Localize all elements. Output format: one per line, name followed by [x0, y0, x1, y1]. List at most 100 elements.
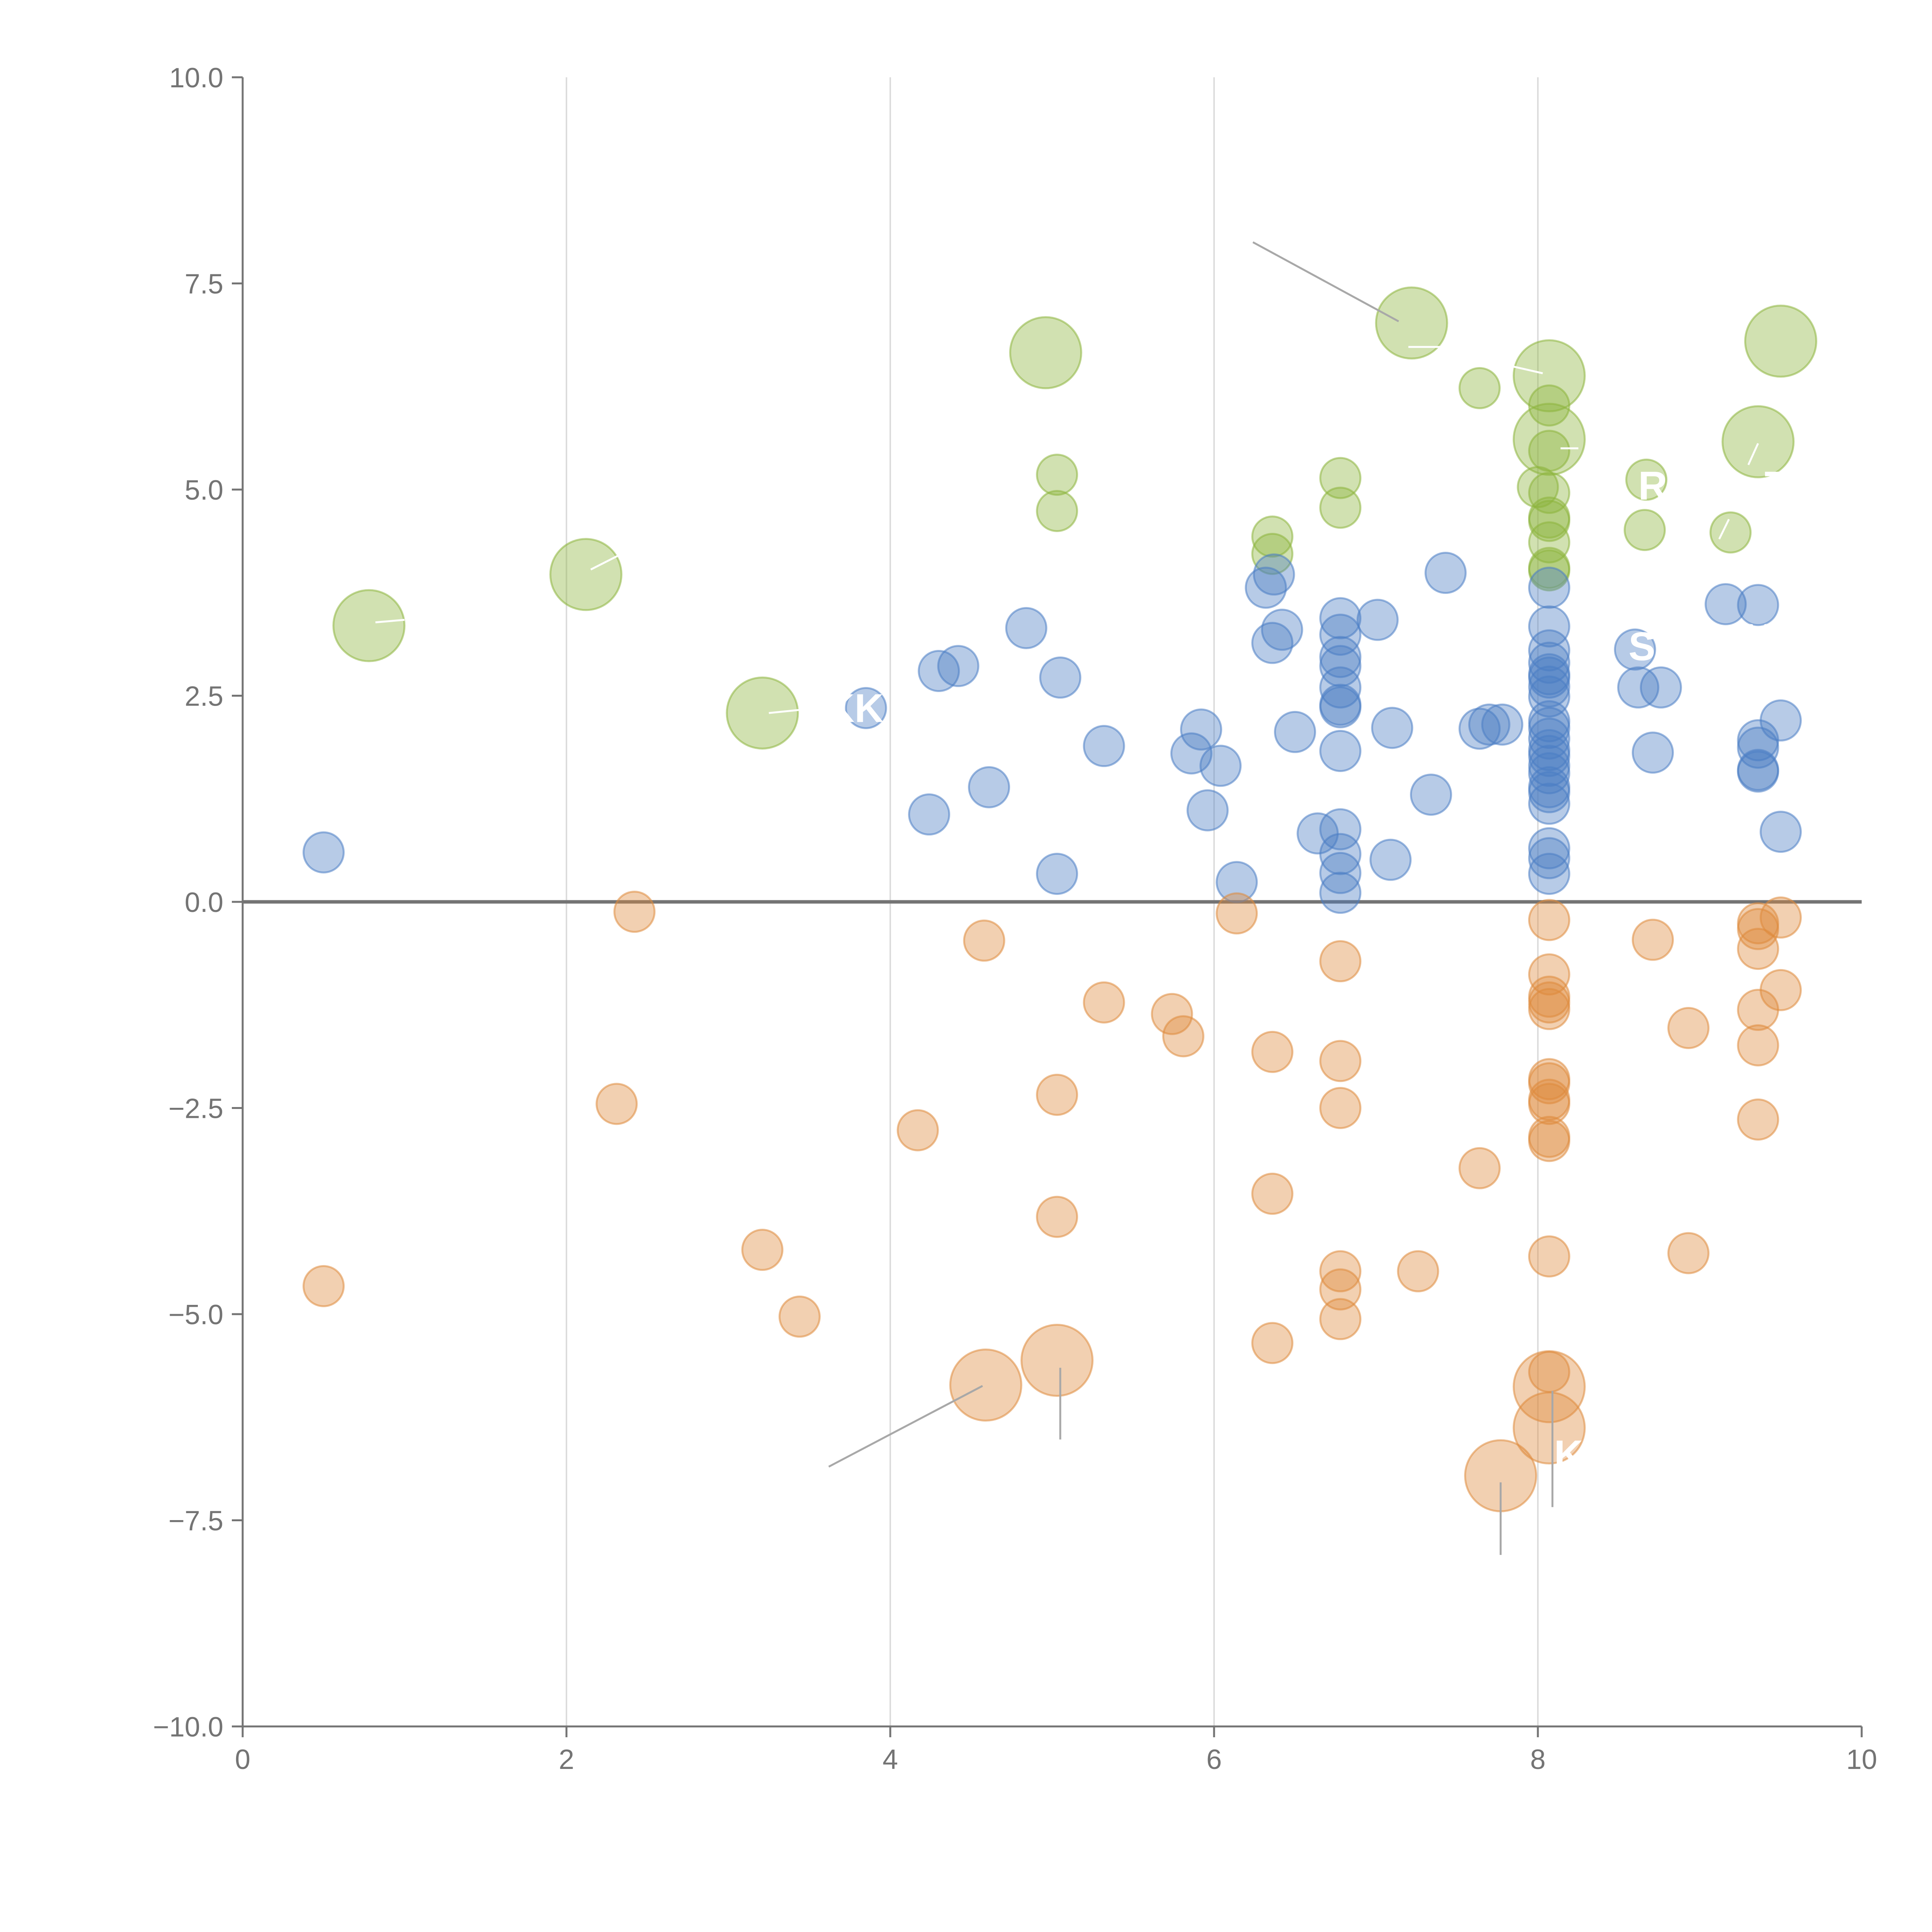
blue-point — [1704, 583, 1747, 626]
blue-point — [1319, 730, 1362, 772]
orange-point — [1528, 988, 1570, 1030]
orange-point — [1528, 1235, 1570, 1278]
orange-point — [1251, 1031, 1294, 1073]
points-layer — [303, 286, 1817, 1512]
leader-line — [1252, 241, 1399, 322]
orange-point — [595, 1083, 638, 1125]
blue-point — [1180, 708, 1222, 751]
green-point — [1251, 515, 1294, 558]
point-annotation-label: KK — [825, 686, 883, 731]
green-point — [1512, 339, 1586, 413]
blue-point — [1186, 789, 1229, 832]
blue-point — [1528, 656, 1570, 699]
orange-point — [1737, 1098, 1779, 1141]
green-point — [1009, 316, 1082, 389]
x-tick-label: 6 — [1206, 1744, 1222, 1775]
blue-point — [1528, 566, 1570, 609]
blue-point — [1614, 628, 1656, 671]
point-annotation-label: K — [1554, 1432, 1583, 1477]
y-tick-label: 5.0 — [185, 475, 223, 506]
blue-point — [1737, 584, 1779, 626]
blue-point — [1528, 605, 1570, 648]
blue-point — [1481, 703, 1524, 746]
orange-point — [613, 891, 656, 933]
blue-point — [1528, 771, 1570, 813]
green-point — [1036, 490, 1078, 532]
orange-point — [1760, 896, 1802, 939]
blue-point — [1274, 711, 1316, 753]
y-tick-label: −10.0 — [153, 1712, 223, 1743]
orange-point — [1319, 1040, 1362, 1082]
orange-point — [1458, 1147, 1501, 1189]
orange-point — [1020, 1324, 1094, 1397]
y-tick-label: −2.5 — [168, 1094, 223, 1124]
blue-point — [1528, 752, 1570, 794]
blue-point — [1760, 811, 1802, 853]
y-tick-label: 7.5 — [185, 269, 223, 300]
green-point — [1528, 500, 1570, 542]
orange-point — [1319, 1250, 1362, 1293]
orange-point — [1528, 1083, 1570, 1125]
blue-point — [1528, 827, 1570, 869]
point-annotation-label: T — [1765, 463, 1789, 508]
blue-point — [1039, 656, 1082, 699]
annotation-labels: KK R T S X K — [825, 463, 1789, 1477]
blue-point — [908, 793, 951, 836]
orange-point — [1737, 928, 1779, 970]
x-tick-label: 10 — [1846, 1744, 1877, 1775]
blue-point — [1424, 552, 1467, 594]
green-point — [1528, 384, 1570, 427]
orange-point — [1512, 1391, 1586, 1464]
blue-point — [1528, 675, 1570, 718]
leader-line — [590, 554, 621, 571]
green-point — [1721, 405, 1795, 478]
blue-point — [1216, 861, 1258, 903]
orange-point — [1036, 1073, 1078, 1116]
orange-point — [1251, 1172, 1294, 1215]
y-tick-label: 2.5 — [185, 681, 223, 712]
orange-point — [1512, 1350, 1586, 1423]
blue-point — [1319, 872, 1362, 914]
blue-point — [1617, 666, 1660, 709]
blue-point — [1036, 852, 1078, 895]
blue-point — [1319, 833, 1362, 875]
blue-point — [1319, 686, 1362, 728]
orange-point — [1319, 1298, 1362, 1340]
x-tick-label: 4 — [883, 1744, 898, 1775]
blue-point — [1005, 607, 1048, 650]
green-point — [1625, 458, 1668, 501]
green-point — [1036, 454, 1078, 496]
leader-line — [1747, 443, 1759, 466]
green-point — [1319, 486, 1362, 529]
orange-point — [1319, 1268, 1362, 1311]
x-tick-label: 8 — [1530, 1744, 1546, 1775]
green-point — [1375, 286, 1448, 360]
orange-point — [1083, 981, 1125, 1024]
point-annotation-label: X — [1745, 616, 1772, 661]
green-point — [1709, 511, 1752, 554]
blue-point — [1737, 726, 1779, 769]
blue-point — [1737, 750, 1779, 793]
orange-point — [949, 1349, 1022, 1422]
y-tick-label: −7.5 — [168, 1506, 223, 1537]
orange-point — [1397, 1250, 1439, 1293]
blue-point — [1468, 703, 1510, 746]
blue-point — [1319, 808, 1362, 850]
blue-point — [1199, 745, 1242, 787]
orange-point — [778, 1295, 821, 1338]
green-point — [1528, 549, 1570, 592]
axis-layer: 0 2 4 6 8 10 10.0 7.5 5.0 2.5 0.0 −2.5 −5.0 −7.5 −10.0 — [153, 63, 1877, 1775]
blue-point — [1083, 725, 1125, 767]
green-point — [726, 676, 799, 750]
blue-point — [1245, 566, 1287, 609]
leader-line — [828, 1385, 983, 1468]
orange-point — [1036, 1196, 1078, 1238]
green-point — [1744, 304, 1817, 378]
blue-point — [1528, 852, 1570, 895]
blue-point — [1639, 666, 1682, 709]
green-point — [332, 589, 406, 662]
blue-point — [1356, 599, 1399, 641]
orange-point — [1162, 1015, 1204, 1058]
green-point — [1512, 403, 1586, 476]
